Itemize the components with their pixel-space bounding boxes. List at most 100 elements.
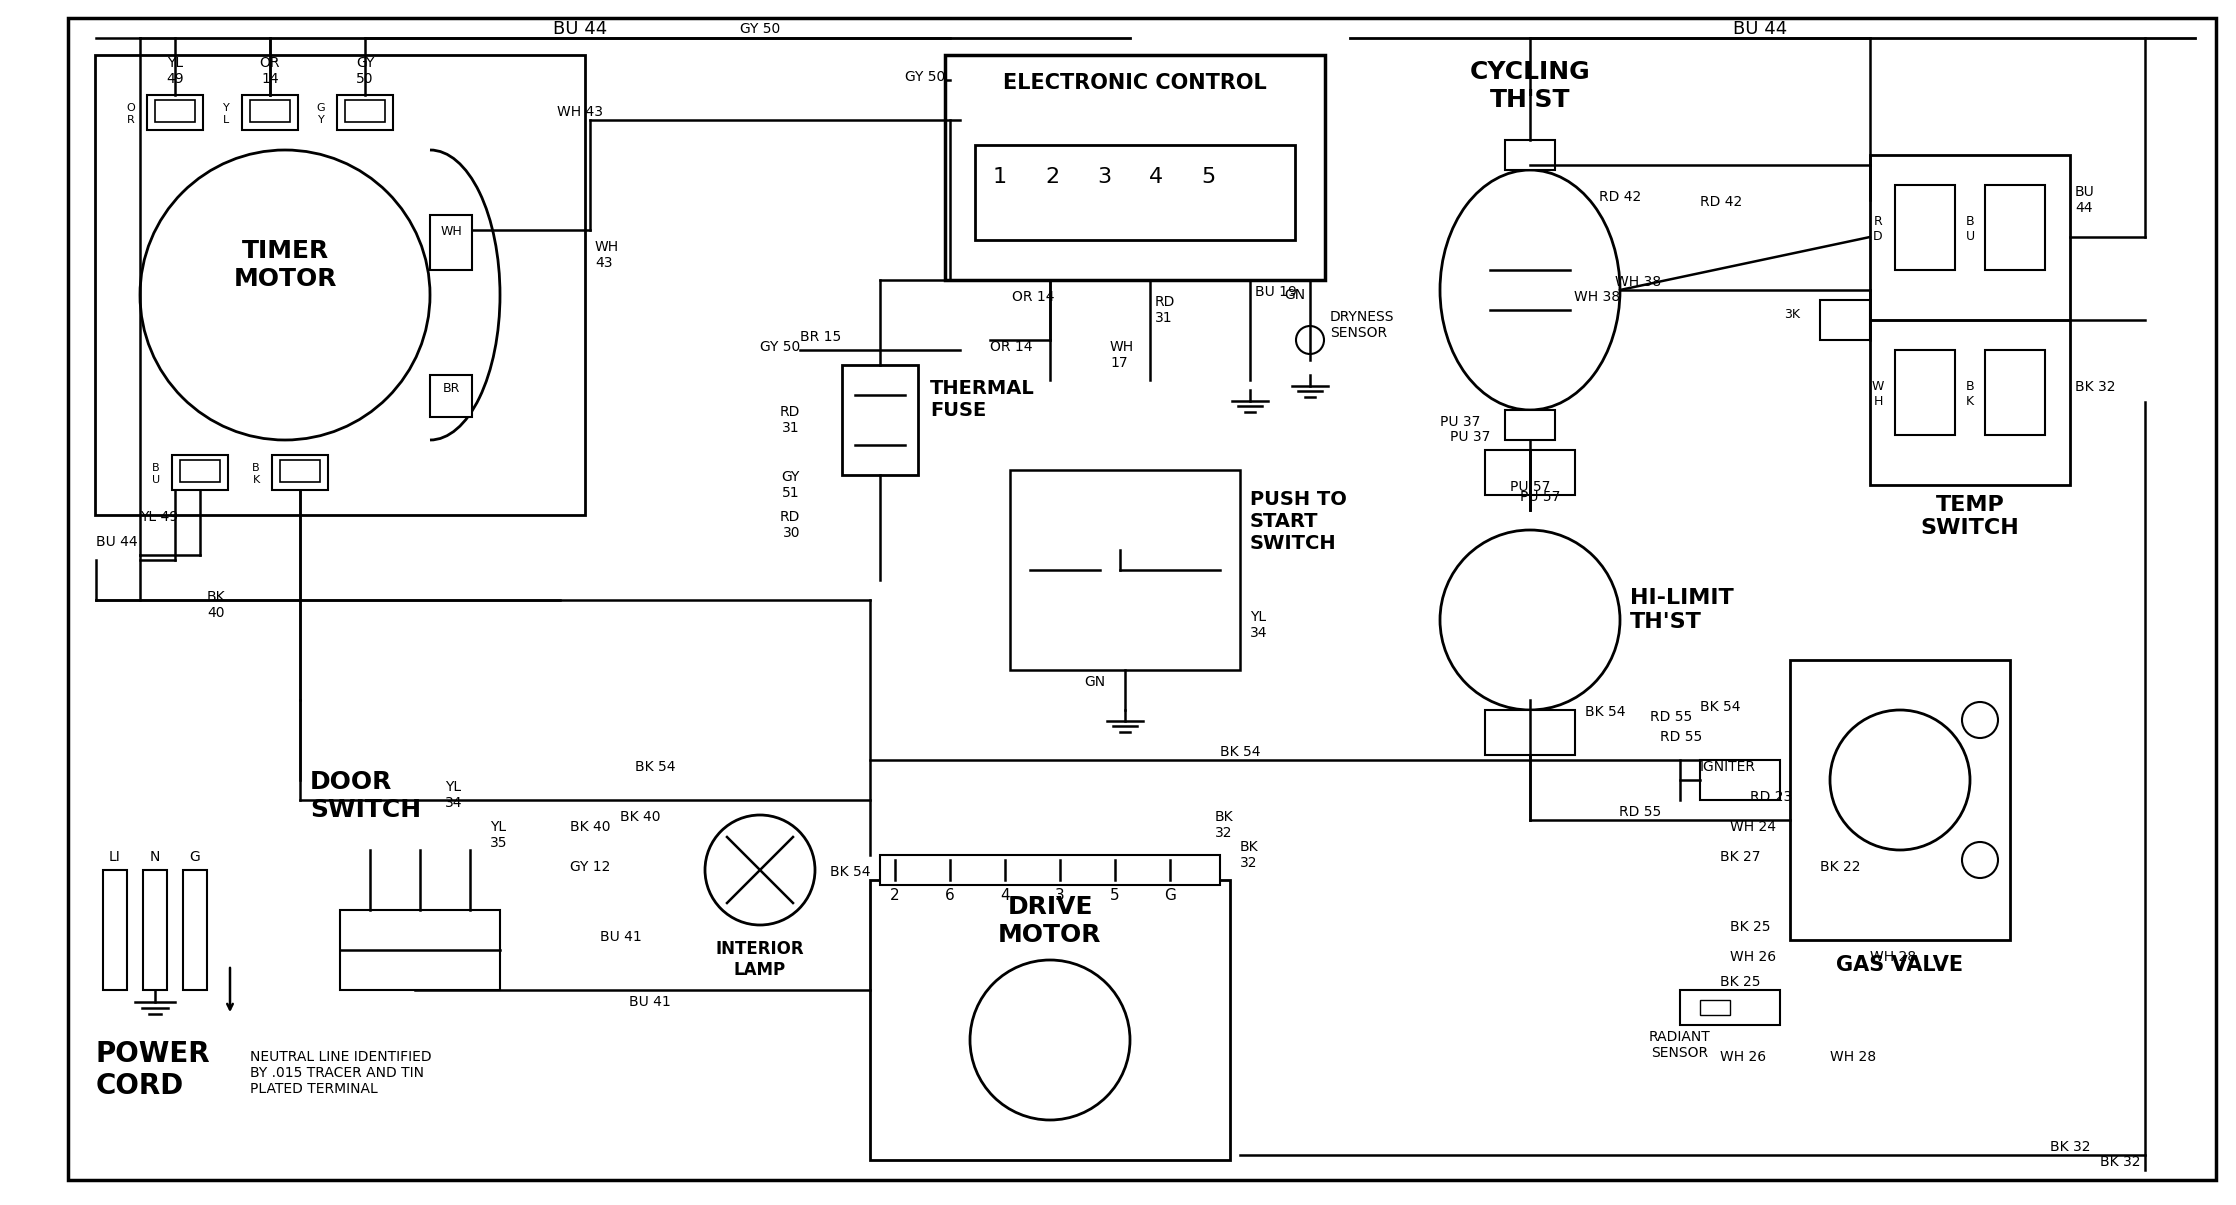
Bar xyxy=(881,856,1221,884)
Text: HI-LIMIT
TH'ST: HI-LIMIT TH'ST xyxy=(1630,588,1733,631)
Text: 3K: 3K xyxy=(1784,308,1800,321)
Bar xyxy=(946,55,1326,280)
Text: PU 37: PU 37 xyxy=(1440,415,1480,429)
Text: BK
40: BK 40 xyxy=(208,590,226,621)
Text: BK 54: BK 54 xyxy=(830,865,870,878)
Text: O
R: O R xyxy=(127,102,136,124)
Text: N: N xyxy=(150,850,161,864)
Bar xyxy=(344,100,385,122)
Text: DRYNESS
SENSOR: DRYNESS SENSOR xyxy=(1330,310,1395,340)
Text: WH
43: WH 43 xyxy=(595,240,619,270)
Text: BK 22: BK 22 xyxy=(1820,860,1860,874)
Text: RADIANT
SENSOR: RADIANT SENSOR xyxy=(1650,1030,1711,1060)
Bar xyxy=(181,460,219,482)
Text: BK 32: BK 32 xyxy=(2050,1140,2091,1154)
Text: BK 27: BK 27 xyxy=(1719,850,1760,864)
Text: BR 15: BR 15 xyxy=(800,330,841,343)
Circle shape xyxy=(704,815,814,925)
Text: 3: 3 xyxy=(1098,167,1111,187)
Text: RD 55: RD 55 xyxy=(1659,730,1702,743)
Bar xyxy=(1505,140,1554,170)
Bar xyxy=(1869,155,2071,484)
Text: GY 12: GY 12 xyxy=(570,860,610,874)
Text: 4: 4 xyxy=(1149,167,1163,187)
Text: BR: BR xyxy=(443,382,461,395)
Text: G: G xyxy=(1165,888,1176,903)
Bar xyxy=(1485,710,1574,756)
Text: B
U: B U xyxy=(1965,214,1974,243)
Text: WH 26: WH 26 xyxy=(1719,1050,1766,1064)
Bar xyxy=(843,365,919,475)
Text: RD 42: RD 42 xyxy=(1699,195,1742,208)
Bar xyxy=(1011,470,1241,670)
Text: THERMAL
FUSE: THERMAL FUSE xyxy=(930,380,1035,421)
Text: PU 57: PU 57 xyxy=(1509,480,1550,494)
Bar xyxy=(1894,186,1954,270)
Text: WH 24: WH 24 xyxy=(1731,819,1775,834)
Text: RD 42: RD 42 xyxy=(1599,190,1641,204)
Text: WH 28: WH 28 xyxy=(1829,1050,1876,1064)
Text: BU 19: BU 19 xyxy=(1254,286,1297,299)
Text: WH: WH xyxy=(440,225,463,239)
Bar xyxy=(870,880,1230,1160)
Text: G
Y: G Y xyxy=(318,102,324,124)
Text: NEUTRAL LINE IDENTIFIED
BY .015 TRACER AND TIN
PLATED TERMINAL: NEUTRAL LINE IDENTIFIED BY .015 TRACER A… xyxy=(250,1050,432,1097)
Bar xyxy=(1820,300,1869,340)
Bar xyxy=(1505,410,1554,440)
Text: WH 26: WH 26 xyxy=(1731,950,1775,964)
Text: RD 55: RD 55 xyxy=(1650,710,1693,724)
Bar xyxy=(241,95,297,130)
Text: 6: 6 xyxy=(946,888,955,903)
Text: YL
49: YL 49 xyxy=(165,55,183,87)
Text: POWER
CORD: POWER CORD xyxy=(96,1040,210,1100)
Text: RD 55: RD 55 xyxy=(1619,805,1661,819)
Text: TEMP
SWITCH: TEMP SWITCH xyxy=(1921,495,2019,539)
Text: DRIVE
MOTOR: DRIVE MOTOR xyxy=(997,895,1102,947)
Text: CYCLING
TH'ST: CYCLING TH'ST xyxy=(1469,60,1590,112)
Text: 2: 2 xyxy=(890,888,899,903)
Text: BK 54: BK 54 xyxy=(635,760,675,774)
Bar xyxy=(1986,186,2046,270)
Text: GY
50: GY 50 xyxy=(356,55,373,87)
Text: WH
17: WH 17 xyxy=(1109,340,1134,370)
Circle shape xyxy=(1297,327,1324,354)
Text: Y
L: Y L xyxy=(224,102,230,124)
Text: 5: 5 xyxy=(1111,888,1120,903)
Text: DOOR
SWITCH: DOOR SWITCH xyxy=(311,770,420,822)
Bar xyxy=(1894,349,1954,435)
Text: WH 28: WH 28 xyxy=(1869,950,1916,964)
Bar xyxy=(1986,349,2046,435)
Text: BU 41: BU 41 xyxy=(599,930,642,944)
Text: BK
32: BK 32 xyxy=(1214,810,1234,840)
Text: R
D: R D xyxy=(1874,214,1883,243)
Text: GN: GN xyxy=(1283,288,1306,302)
Text: B
U: B U xyxy=(152,463,161,484)
Text: BK 25: BK 25 xyxy=(1719,975,1760,989)
Text: BU
44: BU 44 xyxy=(2075,186,2095,216)
Bar xyxy=(340,910,501,991)
Text: GY 50: GY 50 xyxy=(740,22,780,36)
Text: 4: 4 xyxy=(999,888,1011,903)
Bar xyxy=(280,460,320,482)
Text: BK 25: BK 25 xyxy=(1731,919,1771,934)
Text: YL
35: YL 35 xyxy=(490,819,508,851)
Text: BK 54: BK 54 xyxy=(1221,745,1261,759)
Bar xyxy=(1679,991,1780,1025)
Bar xyxy=(172,455,228,490)
Text: OR
14: OR 14 xyxy=(259,55,280,87)
Text: LI: LI xyxy=(110,850,121,864)
Text: BK
32: BK 32 xyxy=(1241,840,1259,870)
Bar xyxy=(103,870,127,991)
Text: GAS VALVE: GAS VALVE xyxy=(1836,956,1963,975)
Text: YL
34: YL 34 xyxy=(1250,610,1268,640)
Text: BU 44: BU 44 xyxy=(1733,20,1787,39)
Text: GY 50: GY 50 xyxy=(760,340,800,354)
Text: OR 14: OR 14 xyxy=(991,340,1033,354)
Text: BK 32: BK 32 xyxy=(2100,1156,2140,1169)
Bar xyxy=(250,100,291,122)
Text: BK 54: BK 54 xyxy=(1585,705,1626,719)
Text: PUSH TO
START
SWITCH: PUSH TO START SWITCH xyxy=(1250,490,1346,553)
Bar xyxy=(429,375,472,417)
Text: 2: 2 xyxy=(1044,167,1060,187)
Bar xyxy=(1791,660,2010,940)
